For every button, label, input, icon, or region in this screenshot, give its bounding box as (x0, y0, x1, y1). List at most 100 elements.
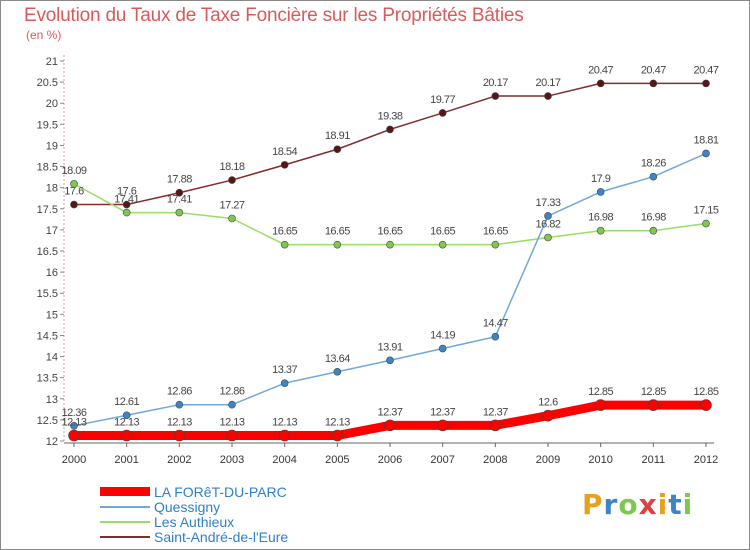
x-tick-label: 2001 (114, 454, 138, 466)
x-tick-label: 2005 (325, 454, 349, 466)
data-label: 19.38 (377, 110, 402, 122)
data-label: 12.13 (114, 417, 139, 429)
data-label: 18.26 (641, 158, 666, 170)
data-label: 12.85 (641, 386, 666, 398)
data-point (386, 240, 394, 249)
x-tick-label: 2006 (378, 454, 402, 466)
data-label: 16.65 (483, 226, 508, 238)
legend-item: LA FORêT-DU-PARC (100, 483, 288, 500)
line-chart: 1212.51313.51414.51515.51616.51717.51818… (37, 55, 719, 466)
data-label: 12.13 (167, 417, 192, 429)
y-tick-label: 15 (46, 309, 58, 321)
data-label: 20.17 (535, 77, 560, 89)
data-point (228, 214, 236, 223)
legend-swatch (100, 520, 150, 523)
data-label: 16.98 (641, 212, 666, 224)
chart-title: Evolution du Taux de Taxe Foncière sur l… (24, 5, 524, 26)
x-tick-label: 2000 (62, 454, 86, 466)
proxiti-logo: Proxiti (582, 488, 693, 521)
x-tick-label: 2008 (483, 454, 507, 466)
data-point (491, 240, 500, 249)
data-point (544, 212, 552, 220)
data-label: 12.6 (538, 397, 558, 409)
data-point (649, 79, 658, 88)
y-tick-label: 17 (46, 225, 58, 237)
data-label: 16.65 (430, 226, 455, 238)
data-point (596, 188, 605, 196)
data-label: 12.85 (588, 386, 613, 398)
y-tick-label: 21 (46, 56, 58, 68)
data-point (438, 344, 447, 353)
x-tick-label: 2011 (642, 454, 666, 466)
data-point (175, 188, 184, 197)
legend-item: Quessigny (100, 499, 288, 515)
data-label: 17.9 (591, 173, 611, 185)
data-label: 12.37 (430, 406, 455, 418)
data-label: 18.54 (272, 146, 297, 158)
data-point (280, 161, 289, 169)
data-point (122, 411, 131, 420)
data-label: 20.17 (483, 77, 508, 89)
data-point (280, 379, 289, 387)
y-tick-label: 14 (46, 352, 58, 364)
logo-letter: t (668, 488, 683, 521)
data-point (594, 399, 607, 411)
chart-legend: LA FORêT-DU-PARC Quessigny Les Authieux Sai… (100, 483, 288, 545)
data-label: 14.47 (483, 318, 508, 330)
data-label: 12.86 (219, 386, 244, 398)
data-label: 12.85 (693, 386, 718, 398)
x-tick-label: 2012 (694, 454, 718, 466)
data-point (702, 219, 710, 228)
x-tick-label: 2003 (220, 454, 244, 466)
data-point (173, 429, 186, 442)
y-tick-label: 13 (46, 394, 58, 406)
data-label: 12.37 (377, 406, 402, 418)
y-tick-label: 17.5 (37, 204, 58, 216)
y-tick-label: 14.5 (37, 330, 58, 342)
logo-letter: P (582, 488, 604, 521)
data-label: 16.98 (588, 212, 613, 224)
data-label: 12.37 (483, 406, 508, 418)
data-label: 18.18 (219, 161, 244, 173)
data-point (384, 419, 396, 432)
legend-swatch (100, 535, 150, 538)
data-label: 17.27 (219, 199, 244, 211)
series-line-3 (73, 82, 707, 206)
data-point (491, 332, 500, 341)
data-point (542, 409, 554, 422)
chart-subtitle: (en %) (26, 28, 62, 42)
data-label: 13.91 (377, 341, 402, 353)
data-point (228, 176, 236, 184)
data-point (68, 429, 80, 442)
data-point (226, 429, 238, 442)
logo-letter: o (618, 488, 639, 521)
y-tick-label: 20 (46, 98, 58, 110)
data-label: 18.81 (693, 134, 718, 146)
data-label: 20.47 (588, 64, 613, 76)
data-point (120, 429, 133, 442)
y-tick-label: 18 (46, 183, 58, 195)
data-label: 20.47 (693, 64, 718, 76)
data-label: 17.6 (117, 186, 137, 198)
data-point (175, 208, 184, 217)
data-label: 12.13 (272, 417, 297, 429)
legend-item: Les Authieux (100, 514, 288, 530)
data-point (280, 240, 289, 249)
data-label: 19.77 (430, 94, 455, 106)
y-tick-label: 12 (46, 436, 58, 448)
data-point (596, 226, 605, 235)
data-label: 12.13 (61, 417, 86, 429)
data-label: 14.19 (430, 330, 455, 342)
data-label: 13.64 (325, 353, 350, 365)
y-tick-label: 13.5 (37, 373, 58, 385)
data-point (333, 145, 342, 154)
y-tick-label: 16.5 (37, 246, 58, 258)
data-label: 13.37 (272, 364, 297, 376)
legend-label: LA FORêT-DU-PARC (154, 483, 287, 500)
x-tick-label: 2004 (272, 454, 296, 466)
y-tick-label: 18.5 (37, 162, 58, 174)
data-label: 16.82 (535, 218, 560, 230)
data-point (649, 172, 658, 181)
data-point (544, 92, 552, 100)
